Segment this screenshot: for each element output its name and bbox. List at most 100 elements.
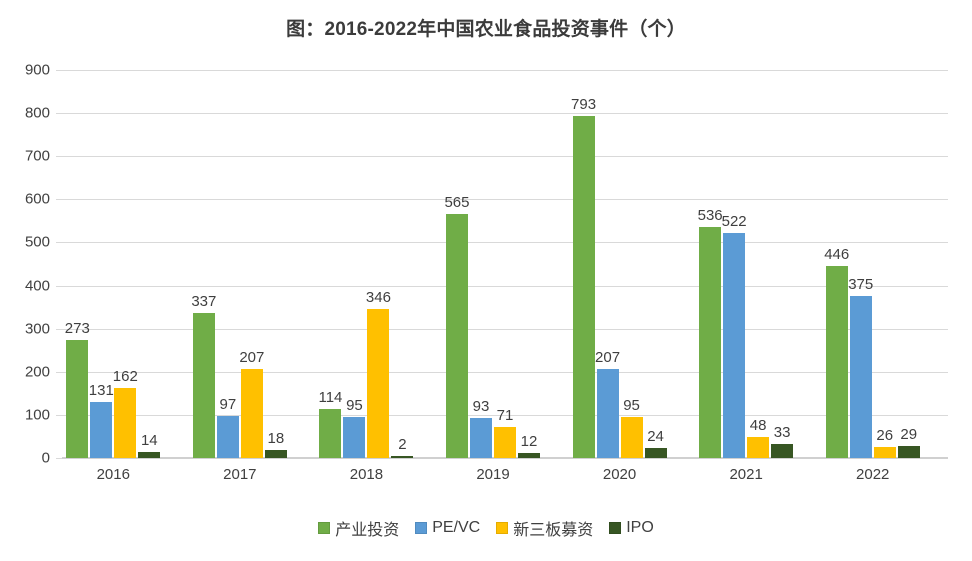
bar-group: 793 207 95 24 xyxy=(568,70,695,458)
bar[interactable] xyxy=(445,214,468,458)
bar-value-label: 131 xyxy=(88,381,114,399)
gridline xyxy=(62,156,948,158)
bar[interactable] xyxy=(699,226,722,458)
y-axis-tick-label: 300 xyxy=(24,320,50,338)
bar[interactable] xyxy=(723,232,746,458)
bar-value-label: 18 xyxy=(267,430,285,448)
bar-value-label: 446 xyxy=(824,245,850,263)
y-tick-mark xyxy=(56,113,62,115)
y-axis-tick-label: 400 xyxy=(24,277,50,295)
bar-value-label: 207 xyxy=(595,348,621,366)
bar-value-label: 12 xyxy=(520,432,538,450)
bar-value-label: 522 xyxy=(721,212,747,230)
bar-group: 446 375 26 29 xyxy=(821,70,948,458)
bar[interactable] xyxy=(319,408,342,458)
bar[interactable] xyxy=(873,446,896,458)
bar-value-label: 207 xyxy=(239,348,265,366)
x-axis-tick-label: 2017 xyxy=(223,466,257,483)
bar-value-label: 26 xyxy=(876,426,894,444)
x-axis-tick-label: 2022 xyxy=(856,466,890,483)
bar[interactable] xyxy=(114,388,137,458)
bar[interactable] xyxy=(747,437,770,458)
bar-value-label: 95 xyxy=(623,397,640,415)
legend-item[interactable]: IPO xyxy=(609,519,654,537)
x-axis-tick-label: 2016 xyxy=(96,466,130,483)
bar-group: 273 131 162 14 xyxy=(62,70,189,458)
bar[interactable] xyxy=(771,443,794,458)
bar[interactable] xyxy=(138,451,161,458)
bar[interactable] xyxy=(66,340,89,458)
bar-value-label: 565 xyxy=(444,194,470,212)
bar-value-label: 97 xyxy=(219,396,237,414)
bar[interactable] xyxy=(367,308,390,458)
gridline xyxy=(62,242,948,244)
bar[interactable] xyxy=(90,401,113,458)
bar[interactable] xyxy=(493,427,516,458)
legend-item[interactable]: 新三板募资 xyxy=(496,516,593,540)
bar[interactable] xyxy=(596,368,619,458)
legend-item[interactable]: PE/VC xyxy=(415,519,480,537)
y-axis-tick-label: 500 xyxy=(24,233,50,251)
y-tick-mark xyxy=(56,285,62,287)
y-tick-mark xyxy=(56,199,62,201)
bar[interactable] xyxy=(469,417,492,458)
bar-value-label: 2 xyxy=(398,436,407,453)
y-tick-mark xyxy=(56,70,62,71)
x-axis-tick-label: 2018 xyxy=(349,466,384,483)
y-tick-mark xyxy=(56,242,62,244)
gridline xyxy=(62,414,948,416)
y-tick-mark xyxy=(56,371,62,373)
chart-title: 图：2016-2022年中国农业食品投资事件（个） xyxy=(286,19,686,40)
bar-value-label: 71 xyxy=(496,407,514,425)
legend-swatch-icon xyxy=(318,522,331,534)
chart-legend: 产业投资 PE/VC 新三板募资 IPO xyxy=(0,516,972,540)
y-tick-mark xyxy=(56,156,62,158)
bar[interactable] xyxy=(264,450,287,458)
bar-value-label: 375 xyxy=(848,276,874,294)
legend-label: 新三板募资 xyxy=(513,522,594,539)
legend-swatch-icon xyxy=(496,522,509,534)
bar[interactable] xyxy=(825,265,848,458)
bar-value-label: 273 xyxy=(64,320,90,338)
bar-group: 337 97 207 18 xyxy=(189,70,316,458)
bar[interactable] xyxy=(849,296,872,458)
bar-value-label: 793 xyxy=(571,96,597,114)
legend-label: 产业投资 xyxy=(335,522,400,539)
y-tick-mark xyxy=(56,414,62,416)
bar-value-label: 93 xyxy=(472,397,490,415)
legend-item[interactable]: 产业投资 xyxy=(318,516,399,540)
y-axis-tick-label: 200 xyxy=(24,363,50,381)
bar[interactable] xyxy=(240,368,263,458)
bar-group: 114 95 346 2 xyxy=(315,70,442,458)
x-axis-tick-label: 2021 xyxy=(729,466,763,483)
bar-group: 565 93 71 12 xyxy=(442,70,569,458)
x-axis-tick-label: 2020 xyxy=(602,466,637,483)
y-axis-tick-label: 900 xyxy=(24,61,50,79)
y-axis-tick-label: 700 xyxy=(24,147,50,165)
bar-value-label: 14 xyxy=(140,431,158,449)
gridline xyxy=(62,328,948,330)
bar[interactable] xyxy=(620,417,643,458)
plot-area: 273 131 162 14 337 97 207 18 114 95 346 2 565 93 71 12 7… xyxy=(56,70,948,459)
bar-value-label: 48 xyxy=(749,417,767,435)
bar[interactable] xyxy=(343,417,366,458)
y-tick-mark xyxy=(56,328,62,330)
gridline xyxy=(62,70,948,71)
bar-value-label: 29 xyxy=(900,425,918,443)
x-axis-baseline xyxy=(62,457,948,459)
gridline xyxy=(62,113,948,115)
bar-value-label: 337 xyxy=(191,292,217,310)
y-axis-tick-label: 100 xyxy=(24,406,50,424)
bar[interactable] xyxy=(897,445,920,458)
gridline xyxy=(62,285,948,287)
bar[interactable] xyxy=(644,447,667,458)
bar[interactable] xyxy=(517,452,540,458)
bar[interactable] xyxy=(216,416,239,458)
gridline xyxy=(62,371,948,373)
bar-group: 536 522 48 33 xyxy=(695,70,822,458)
bar[interactable] xyxy=(391,456,414,458)
bar[interactable] xyxy=(572,116,595,458)
y-axis-tick-label: 0 xyxy=(41,449,50,467)
bar[interactable] xyxy=(192,312,215,458)
